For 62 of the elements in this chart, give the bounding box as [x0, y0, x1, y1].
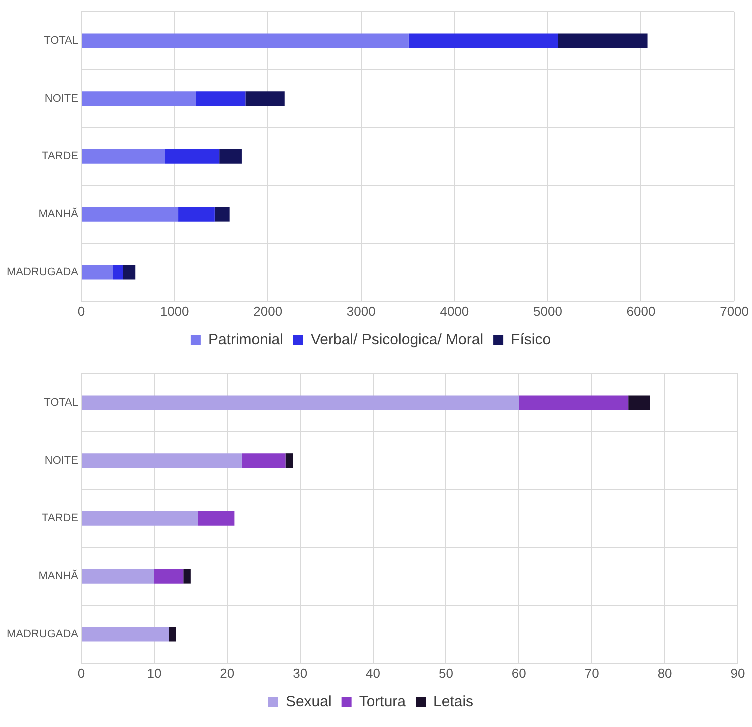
- bar: [123, 265, 136, 280]
- bar: [113, 265, 124, 280]
- bar: [82, 511, 198, 526]
- y-tick-label: TOTAL: [44, 34, 79, 47]
- bar: [82, 149, 166, 164]
- x-tick-label: 10: [147, 666, 162, 681]
- y-tick-label: MANHÃ: [38, 570, 80, 583]
- x-tick-label: 60: [512, 666, 526, 681]
- bar: [408, 34, 558, 48]
- y-tick-label: NOITE: [44, 92, 79, 105]
- x-tick-label: 3000: [346, 304, 376, 319]
- bar: [82, 34, 409, 48]
- bar: [246, 92, 285, 106]
- y-tick-label: TARDE: [42, 150, 79, 163]
- x-tick-label: 4000: [440, 304, 470, 319]
- bar: [519, 396, 629, 410]
- bar: [82, 92, 196, 106]
- bar: [558, 34, 648, 48]
- x-tick-label: 2000: [254, 304, 283, 319]
- x-tick-label: 30: [293, 666, 308, 681]
- legend-label: Tortura: [359, 694, 407, 711]
- y-tick-label: TARDE: [42, 512, 79, 525]
- x-tick-label: 5000: [534, 304, 562, 319]
- x-tick-label: 7000: [720, 304, 749, 319]
- bar: [82, 265, 114, 280]
- bar: [154, 569, 184, 584]
- bar: [196, 92, 246, 106]
- bar: [82, 454, 242, 468]
- y-tick-label: NOITE: [44, 454, 79, 467]
- bar: [82, 207, 179, 222]
- x-tick-label: 70: [584, 666, 600, 681]
- legend-label: Físico: [511, 332, 552, 349]
- bar: [178, 207, 215, 222]
- x-tick-label: 50: [438, 666, 454, 681]
- bar: [82, 627, 170, 642]
- bar: [184, 569, 191, 584]
- y-tick-label: TOTAL: [44, 396, 79, 409]
- x-tick-label: 1000: [160, 304, 190, 319]
- y-tick-label: MANHÃ: [38, 208, 80, 221]
- x-tick-label: 90: [730, 666, 746, 681]
- bar: [286, 454, 294, 468]
- x-tick-label: 0: [78, 666, 86, 681]
- legend-label: Sexual: [286, 694, 332, 711]
- bar: [169, 627, 176, 642]
- x-tick-label: 80: [658, 666, 672, 681]
- legend-label: Patrimonial: [208, 332, 284, 349]
- x-tick-label: 6000: [626, 304, 656, 319]
- bar: [628, 396, 650, 410]
- bar: [82, 396, 520, 410]
- y-tick-label: MADRUGADA: [6, 266, 80, 278]
- bar: [82, 569, 154, 584]
- x-tick-label: 40: [366, 666, 381, 681]
- legend-label: Letais: [434, 694, 474, 711]
- bar: [165, 149, 220, 164]
- bar: [242, 454, 286, 468]
- bar: [198, 511, 235, 526]
- bar: [214, 207, 230, 222]
- x-tick-label: 20: [220, 666, 235, 681]
- bar: [220, 149, 242, 164]
- x-tick-label: 0: [78, 304, 86, 319]
- legend-label: Verbal/ Psicologica/ Moral: [310, 332, 484, 349]
- y-tick-label: MADRUGADA: [6, 628, 80, 640]
